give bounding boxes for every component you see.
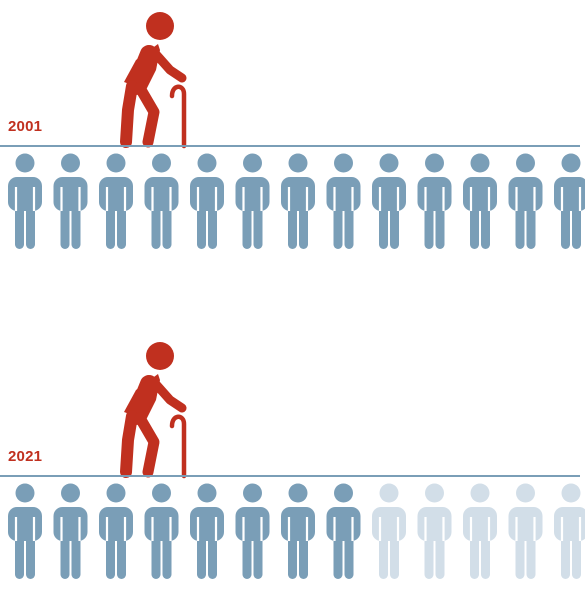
worker-person-icon-faded bbox=[417, 483, 452, 579]
worker-person-icon bbox=[508, 153, 543, 249]
worker-person-icon bbox=[281, 153, 315, 249]
ratio-figure-2021 bbox=[0, 342, 585, 579]
worker-person-icon bbox=[8, 153, 42, 249]
worker-person-icon bbox=[326, 483, 361, 579]
worker-person-icon-faded bbox=[508, 483, 543, 579]
year-label: 2001 bbox=[8, 118, 43, 135]
worker-person-icon bbox=[99, 153, 133, 249]
ratio-row-2001: 2001 bbox=[0, 0, 585, 260]
worker-person-icon bbox=[281, 483, 315, 579]
elderly-person-with-cane-icon bbox=[120, 342, 187, 479]
worker-person-icon bbox=[99, 483, 133, 579]
worker-person-icon bbox=[144, 483, 179, 579]
worker-person-icon bbox=[144, 153, 179, 249]
elderly-person-with-cane-icon bbox=[120, 12, 187, 149]
year-label: 2021 bbox=[8, 448, 43, 465]
worker-person-icon-faded bbox=[372, 483, 406, 579]
worker-person-icon bbox=[53, 153, 88, 249]
worker-person-icon bbox=[417, 153, 452, 249]
worker-person-icon bbox=[372, 153, 406, 249]
worker-person-icon bbox=[235, 153, 270, 249]
worker-person-icon bbox=[8, 483, 42, 579]
worker-person-icon bbox=[554, 153, 585, 249]
ratio-figure-2001 bbox=[0, 12, 585, 249]
ratio-row-2021: 2021 bbox=[0, 330, 585, 590]
worker-person-icon bbox=[53, 483, 88, 579]
worker-person-icon bbox=[326, 153, 361, 249]
worker-person-icon-faded bbox=[554, 483, 585, 579]
worker-person-icon bbox=[235, 483, 270, 579]
worker-person-icon bbox=[463, 153, 497, 249]
worker-person-icon bbox=[190, 483, 224, 579]
worker-person-icon bbox=[190, 153, 224, 249]
worker-person-icon-faded bbox=[463, 483, 497, 579]
